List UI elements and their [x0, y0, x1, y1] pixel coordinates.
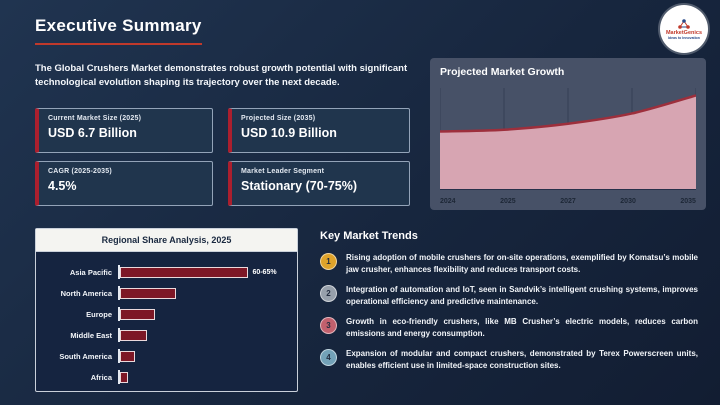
region-bar [120, 329, 147, 341]
marketgenics-logo: MarketGenics Ideas to Innovation [660, 5, 708, 53]
region-bar-track [118, 307, 289, 321]
growth-area-chart [440, 86, 696, 189]
trend-item: 2 Integration of automation and IoT, seen… [320, 284, 708, 308]
stat-card-projected-size: Projected Size (2035) USD 10.9 Billion [228, 108, 410, 153]
region-label: South America [59, 351, 112, 361]
region-bar-track [118, 286, 289, 300]
region-bar-track: 60-65% [118, 265, 289, 279]
stat-value: USD 10.9 Billion [241, 126, 337, 140]
regional-rows: Asia Pacific 60-65% North America Europe Mid… [36, 252, 297, 399]
growth-x-axis: 2024 2025 2027 2030 2035 [440, 198, 696, 205]
x-tick-label: 2025 [500, 198, 516, 205]
logo-tagline: Ideas to Innovation [668, 36, 700, 41]
x-tick-label: 2024 [440, 198, 456, 205]
stat-label: Projected Size (2035) [241, 115, 316, 122]
x-tick-label: 2030 [620, 198, 636, 205]
molecule-icon [678, 19, 690, 29]
region-row: Africa [40, 370, 289, 384]
stat-card-leader-segment: Market Leader Segment Stationary (70-75%… [228, 161, 410, 206]
trend-number-badge: 1 [320, 253, 337, 270]
trend-text: Growth in eco-friendly crushers, like MB… [346, 317, 698, 338]
trend-list: 1 Rising adoption of mobile crushers for … [320, 252, 708, 372]
stat-value: 4.5% [48, 179, 77, 193]
stat-label: Current Market Size (2025) [48, 115, 142, 122]
x-tick-label: 2027 [560, 198, 576, 205]
region-bar [120, 308, 156, 320]
intro-text: The Global Crushers Market demonstrates … [35, 63, 408, 89]
trend-item: 1 Rising adoption of mobile crushers for … [320, 252, 708, 276]
region-bar [120, 266, 249, 278]
page-title: Executive Summary [35, 16, 202, 45]
key-market-trends-panel: Key Market Trends 1 Rising adoption of mo… [320, 230, 708, 380]
stat-card-cagr: CAGR (2025-2035) 4.5% [35, 161, 213, 206]
region-label: North America [60, 288, 112, 298]
projected-market-growth-panel: Projected Market Growth 2024 2025 2027 2030… [430, 58, 706, 210]
growth-chart-title: Projected Market Growth [440, 66, 565, 78]
region-bar [120, 350, 135, 362]
region-bar [120, 371, 129, 383]
region-row: Europe [40, 307, 289, 321]
region-label: Europe [86, 309, 112, 319]
trend-item: 3 Growth in eco-friendly crushers, like M… [320, 316, 708, 340]
region-label: Middle East [70, 330, 112, 340]
growth-area-path [440, 95, 696, 189]
trend-text: Rising adoption of mobile crushers for o… [346, 253, 698, 274]
regional-chart-title: Regional Share Analysis, 2025 [36, 229, 297, 252]
logo-name: MarketGenics [665, 29, 703, 36]
region-bar-track [118, 328, 289, 342]
region-bar [120, 287, 176, 299]
stat-card-current-size: Current Market Size (2025) USD 6.7 Billi… [35, 108, 213, 153]
region-row: North America [40, 286, 289, 300]
stat-value: USD 6.7 Billion [48, 126, 137, 140]
region-bar-track [118, 349, 289, 363]
trend-number-badge: 2 [320, 285, 337, 302]
region-row: Asia Pacific 60-65% [40, 265, 289, 279]
stat-value: Stationary (70-75%) [241, 179, 358, 193]
trend-item: 4 Expansion of modular and compact crushe… [320, 348, 708, 372]
growth-chart-plot-area [440, 86, 696, 190]
trends-title: Key Market Trends [320, 230, 418, 242]
region-bar-track [118, 370, 289, 384]
trend-text: Integration of automation and IoT, seen … [346, 285, 698, 306]
stat-label: CAGR (2025-2035) [48, 168, 112, 175]
region-row: South America [40, 349, 289, 363]
region-bar-value: 60-65% [252, 268, 277, 276]
region-label: Asia Pacific [69, 267, 112, 277]
trend-number-badge: 4 [320, 349, 337, 366]
regional-share-panel: Regional Share Analysis, 2025 Asia Pacif… [35, 228, 298, 392]
x-tick-label: 2035 [680, 198, 696, 205]
trend-text: Expansion of modular and compact crusher… [346, 349, 698, 370]
region-row: Middle East [40, 328, 289, 342]
stat-label: Market Leader Segment [241, 168, 325, 175]
growth-line-path [440, 95, 696, 131]
trend-number-badge: 3 [320, 317, 337, 334]
region-label: Africa [90, 372, 112, 382]
